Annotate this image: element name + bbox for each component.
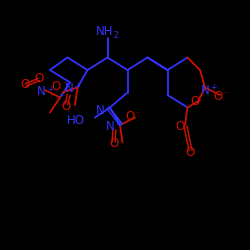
Text: ⁻: ⁻ (223, 89, 228, 98)
Text: ⁻: ⁻ (31, 78, 35, 87)
Text: O: O (109, 137, 118, 150)
Text: O: O (126, 110, 134, 123)
Text: +: + (210, 84, 217, 92)
Text: O: O (52, 80, 61, 93)
Text: ⁻: ⁻ (62, 79, 66, 88)
Text: N: N (96, 104, 104, 117)
Text: N: N (64, 82, 73, 95)
Text: O: O (34, 72, 43, 85)
Text: O: O (20, 78, 30, 92)
Text: N: N (200, 84, 209, 96)
Text: +: + (116, 120, 122, 129)
Text: ⁻: ⁻ (136, 109, 140, 118)
Text: HO: HO (67, 114, 85, 127)
Text: NH: NH (96, 25, 114, 38)
Text: +: + (47, 85, 54, 94)
Text: 2: 2 (114, 30, 118, 40)
Text: O: O (186, 146, 194, 159)
Text: O: O (190, 95, 200, 108)
Text: O: O (62, 100, 71, 113)
Text: O: O (213, 90, 222, 103)
Text: N: N (106, 120, 114, 133)
Text: N: N (38, 85, 46, 98)
Text: +: + (74, 82, 80, 91)
Text: O: O (176, 120, 184, 133)
